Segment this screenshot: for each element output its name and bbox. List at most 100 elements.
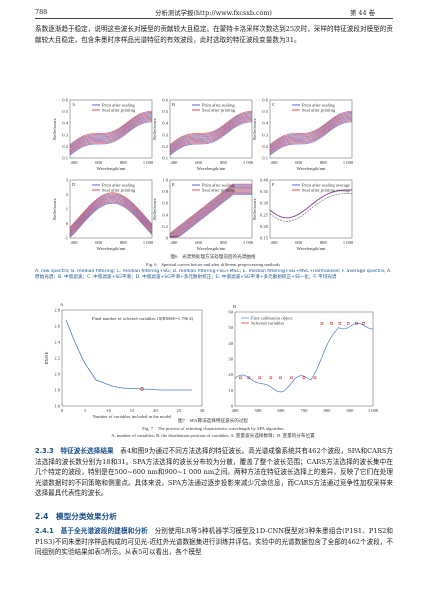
legend-label: Print after sealing xyxy=(202,103,235,108)
x-tick-label: 600 xyxy=(295,240,303,245)
section-2-4: 2.4 模型分类效果分析 xyxy=(35,512,117,521)
spectrum-curve xyxy=(169,184,252,235)
spectrum-curve xyxy=(169,115,252,150)
selected-marker xyxy=(302,376,306,380)
x-tick-label: 600 xyxy=(95,160,103,165)
y-tick-label: 0.2 xyxy=(162,224,168,229)
spectrum-curve xyxy=(69,198,153,234)
spectrum-curve xyxy=(169,119,253,154)
x-tick-label: 800 xyxy=(220,160,228,165)
spectrum-curve xyxy=(169,186,252,237)
y-tick-label: 0.4 xyxy=(162,121,168,126)
plot-frame xyxy=(269,99,353,159)
y-tick-label: 1.6 xyxy=(54,404,60,409)
legend-label: Seal after printing xyxy=(202,108,236,113)
spectrum-curve xyxy=(69,113,153,148)
x-tick-label: 800 xyxy=(324,408,332,413)
spectrum-curve xyxy=(269,119,353,154)
x-axis-label: Wavelength/nm xyxy=(197,246,226,251)
spectrum-curve xyxy=(269,120,353,155)
spectrum-curve xyxy=(69,115,152,150)
plot-frame xyxy=(169,179,253,239)
spectrum-curve xyxy=(169,121,252,156)
x-tick-label: 1 000 xyxy=(143,240,154,245)
spectrum-curve xyxy=(269,115,352,150)
y-tick-label: 0.2 xyxy=(262,144,268,149)
spectrum-curve xyxy=(69,199,153,235)
page-number: 788 xyxy=(35,8,48,16)
panel-label: B xyxy=(233,304,236,309)
spectrum-curve xyxy=(69,193,153,229)
spectrum-curve xyxy=(69,117,153,152)
spectrum-curve xyxy=(69,192,153,228)
x-tick-label: 10 xyxy=(106,408,111,413)
panel-label: F xyxy=(272,182,275,187)
x-tick-label: 900 xyxy=(347,408,355,413)
x-tick-label: 1 000 xyxy=(343,240,354,245)
y-tick-label: 0.2 xyxy=(162,144,168,149)
x-tick-label: 800 xyxy=(320,160,328,165)
x-tick-label: 30 xyxy=(200,408,205,413)
y-tick-label: 30 xyxy=(228,357,233,362)
selected-marker xyxy=(330,322,333,325)
x-tick-label: 20 xyxy=(153,408,158,413)
x-axis-label: Wavelength/nm xyxy=(97,246,126,251)
selected-point xyxy=(140,387,144,391)
spectrum-curve xyxy=(69,114,153,149)
x-tick-label: 600 xyxy=(195,240,203,245)
spectrum-curve xyxy=(69,200,153,236)
x-tick-label: 400 xyxy=(271,160,279,165)
legend-label: Print after sealing xyxy=(202,183,235,188)
caption-cn: 图6 光谱预处理方法处理前后的光谱曲线 xyxy=(171,253,256,260)
x-tick-label: 800 xyxy=(120,240,128,245)
y-tick-label: 0.40 xyxy=(260,178,269,183)
legend-label: Print after sealing xyxy=(302,103,335,108)
y-tick-label: 1.8 xyxy=(54,388,60,393)
spectrum-curve xyxy=(269,121,352,156)
spectrum-curve xyxy=(69,197,153,232)
body-text: 分别使用LR等5种机器学习模型及1D-CNN模型对3种朱墨组合(P1S1、P1S… xyxy=(35,527,393,557)
y-tick-label: 1.0 xyxy=(162,178,168,183)
x-axis-label: Wavelength/nm xyxy=(97,166,126,171)
selected-marker xyxy=(355,322,358,325)
legend-label: Seal after printing xyxy=(102,188,136,193)
y-tick-label: 2.0 xyxy=(54,372,60,377)
y-tick-label: 0.2 xyxy=(62,144,68,149)
x-axis-label: Wavelength/nm xyxy=(297,166,326,171)
caption-en: Fig. 6 Spectral curves before and after … xyxy=(146,262,280,267)
selected-marker xyxy=(338,322,342,325)
x-tick-label: 1 000 xyxy=(143,160,154,165)
y-tick-label: 0.5 xyxy=(262,109,268,114)
y-tick-label: 0.3 xyxy=(62,132,68,137)
y-tick-label: 0.30 xyxy=(260,201,269,206)
y-tick-label: 50 xyxy=(228,325,233,330)
y-tick-label: -1 xyxy=(64,236,69,241)
spectrum-curve xyxy=(170,188,252,238)
legend-label: Seal after printing xyxy=(102,108,136,113)
y-tick-label: 0.4 xyxy=(62,121,68,126)
y-axis-label: Reflectance xyxy=(152,198,157,220)
y-tick-label: 0.5 xyxy=(62,109,68,114)
x-tick-label: 600 xyxy=(278,408,286,413)
y-axis-label: Reflectance xyxy=(52,118,57,140)
section-2-3-3: 2.3.3 特征波长选择结果 表4和图9为通过不同方法选择的特征波长。高光谱成像… xyxy=(35,446,393,499)
y-tick-label: 0.25 xyxy=(260,212,269,217)
y-tick-label: 0 xyxy=(166,236,169,241)
x-tick-label: 25 xyxy=(176,408,181,413)
legend-label: Print after sealing xyxy=(102,103,135,108)
spectrum-curve xyxy=(170,189,252,238)
x-tick-label: 1 000 xyxy=(368,408,379,413)
plot-frame xyxy=(69,179,153,239)
selected-marker xyxy=(346,322,350,325)
legend-label: Seal after printing xyxy=(302,108,336,113)
y-tick-label: 0.3 xyxy=(262,132,268,137)
y-tick-label: 2.2 xyxy=(54,356,60,361)
spectrum-curve xyxy=(169,113,253,148)
x-tick-label: 400 xyxy=(232,408,240,413)
y-tick-label: 0.6 xyxy=(162,98,168,103)
spectrum-curve xyxy=(269,113,353,148)
spectrum-curve xyxy=(269,114,353,149)
caption-cn: 图7 SPA算法选择特征波长的过程 xyxy=(178,417,248,424)
y-tick-label: 0.4 xyxy=(162,212,168,217)
x-tick-label: 700 xyxy=(301,408,309,413)
